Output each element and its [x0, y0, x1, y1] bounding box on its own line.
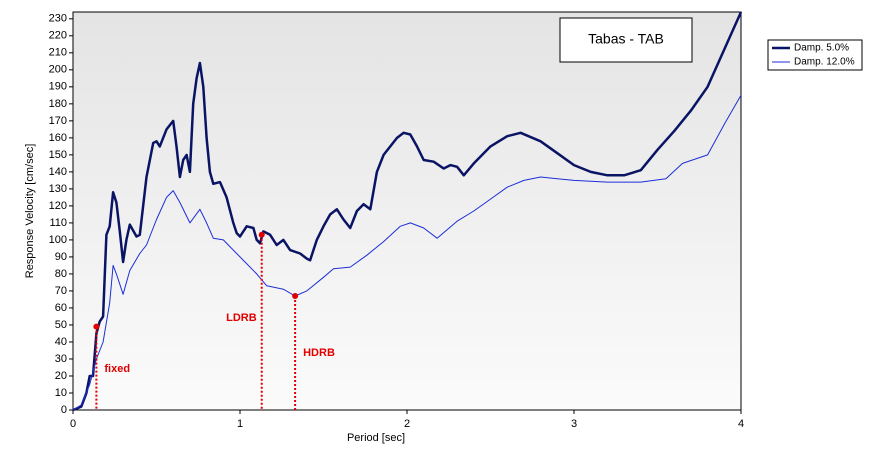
y-tick-label: 130: [49, 183, 67, 195]
annotation-point: [258, 231, 265, 238]
x-tick-label: 0: [70, 418, 76, 430]
legend: [767, 39, 863, 71]
y-tick-label: 110: [49, 217, 67, 229]
y-tick-label: 100: [49, 234, 67, 246]
y-tick-label: 90: [55, 251, 67, 263]
y-tick-label: 200: [49, 64, 67, 76]
annotation-label: fixed: [104, 363, 130, 375]
plot-area: [72, 11, 742, 411]
annotation-label: LDRB: [226, 312, 257, 324]
y-tick-label: 230: [49, 13, 67, 25]
y-tick-label: 140: [49, 166, 67, 178]
y-tick-label: 150: [49, 149, 67, 161]
annotation-point: [93, 323, 100, 330]
y-tick-label: 220: [49, 30, 67, 42]
annotation-label: HDRB: [303, 347, 335, 359]
y-tick-label: 160: [49, 132, 67, 144]
y-tick-label: 40: [55, 336, 67, 348]
y-tick-label: 170: [49, 115, 67, 127]
y-tick-label: 0: [61, 404, 67, 416]
x-tick-label: 3: [571, 418, 577, 430]
y-tick-label: 50: [55, 319, 67, 331]
y-tick-label: 70: [55, 285, 67, 297]
y-tick-label: 30: [55, 353, 67, 365]
chart-title: Tabas - TAB: [588, 31, 664, 47]
y-tick-label: 20: [55, 370, 67, 382]
annotation-point: [292, 293, 299, 300]
y-tick-label: 10: [55, 387, 67, 399]
y-tick-label: 190: [49, 81, 67, 93]
x-tick-label: 1: [237, 418, 243, 430]
x-tick-label: 2: [404, 418, 410, 430]
y-tick-label: 120: [49, 200, 67, 212]
legend-label: Damp. 12.0%: [794, 57, 855, 68]
y-axis-label: Response Velocity [cm/sec]: [24, 144, 36, 279]
x-axis-label: Period [sec]: [347, 432, 405, 444]
y-tick-label: 80: [55, 268, 67, 280]
title-box: [559, 17, 693, 63]
y-tick-label: 180: [49, 98, 67, 110]
x-tick-label: 4: [738, 418, 744, 430]
legend-label: Damp. 5.0%: [794, 43, 849, 54]
y-tick-label: 60: [55, 302, 67, 314]
y-tick-label: 210: [49, 47, 67, 59]
line-series: [72, 11, 743, 412]
